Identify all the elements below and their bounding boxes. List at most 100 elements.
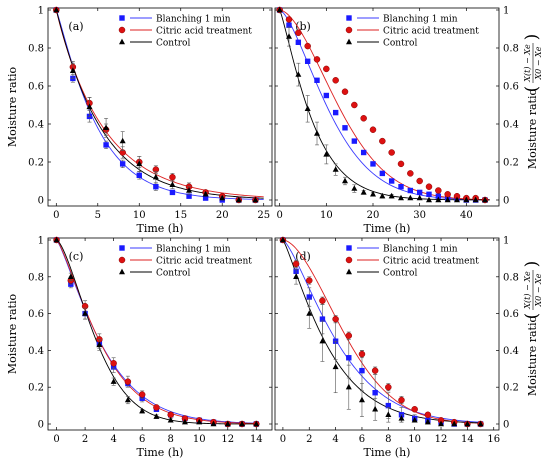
data-point-circle [369, 126, 377, 133]
legend-label: Blanching 1 min [383, 245, 458, 255]
data-point-triangle [360, 189, 367, 195]
data-point-square [398, 184, 404, 190]
legend-marker-circle [345, 26, 353, 34]
y-tick-label: 0.4 [503, 346, 519, 357]
data-point-triangle [235, 196, 242, 203]
data-point-circle [169, 173, 176, 181]
data-point-triangle [385, 411, 392, 417]
data-point-triangle [463, 196, 470, 203]
data-point-triangle [286, 33, 292, 39]
x-tick-label: 0 [280, 434, 286, 445]
data-point-square [306, 294, 312, 300]
data-point-triangle [210, 420, 217, 427]
y-axis-label-formula: Moisture ratio(X(t) − Xe X0 − Xe) [522, 261, 543, 396]
data-point-square [169, 189, 176, 196]
data-point-triangle [323, 151, 330, 157]
data-point-triangle [319, 337, 326, 344]
data-point-square [119, 161, 126, 167]
x-tick-label: 4 [332, 434, 338, 445]
legend-label: Citric acid treatment [383, 27, 479, 37]
data-point-triangle [451, 420, 458, 427]
fraction-denominator: X0 − Xe [534, 46, 543, 80]
data-point-triangle [167, 416, 174, 423]
data-point-triangle [444, 196, 451, 203]
x-tick-label: 14 [461, 434, 474, 445]
data-point-triangle [181, 418, 188, 425]
y-tick-label: 1 [38, 6, 44, 17]
data-point-square [385, 402, 392, 409]
data-point-square [332, 109, 339, 116]
x-tick-label: 8 [168, 434, 174, 445]
x-tick-label: 20 [367, 210, 380, 221]
x-tick-label: 10 [133, 210, 146, 221]
data-point-triangle [295, 71, 302, 77]
y-tick-label: 0.8 [503, 44, 519, 55]
y-tick-label: 0.8 [28, 272, 44, 283]
legend-marker-triangle [346, 38, 352, 45]
data-point-circle [411, 406, 418, 413]
data-point-circle [295, 29, 302, 37]
x-axis-label: Time (h) [364, 222, 411, 235]
y-tick-label: 0.8 [503, 272, 519, 283]
x-tick-label: 20 [216, 210, 229, 221]
data-point-triangle [435, 196, 442, 203]
fit-curve-2 [282, 239, 481, 424]
data-point-triangle [472, 196, 479, 203]
y-tick-label: 0.2 [503, 383, 519, 394]
panel-c: 0 2 4 6 8 10 12 14 0 0.2 0.4 0.6 0.8 1 Time (h) Moistur… [6, 236, 273, 459]
data-point-triangle [53, 236, 60, 243]
data-point-triangle [379, 192, 386, 199]
panel-label: (a) [68, 20, 83, 33]
panel-label: (c) [69, 250, 84, 263]
legend-marker-triangle [119, 38, 125, 45]
y-tick-label: 0.6 [28, 309, 44, 320]
data-point-triangle [358, 396, 365, 403]
paren-left: ( [522, 86, 542, 93]
y-tick-label: 0.4 [28, 346, 44, 357]
y-axis-label-formula: Moisture ratio(X(t) − Xe X0 − Xe) [522, 34, 543, 169]
data-point-circle [385, 383, 392, 391]
data-point-triangle [304, 105, 311, 111]
data-point-circle [332, 77, 339, 84]
x-tick-label: 25 [257, 210, 270, 221]
data-point-circle [319, 297, 326, 304]
legend-marker-triangle [119, 268, 125, 275]
fit-curve-3 [55, 9, 264, 199]
x-tick-label: 14 [250, 434, 263, 445]
data-point-triangle [202, 190, 209, 197]
data-point-circle [153, 404, 160, 411]
data-point-triangle [424, 418, 431, 425]
legend-label: Citric acid treatment [156, 27, 252, 37]
x-tick-label: 12 [221, 434, 234, 445]
x-tick-label: 12 [435, 434, 448, 445]
data-point-square [416, 189, 423, 196]
data-point-triangle [398, 194, 404, 201]
data-point-circle [332, 315, 339, 323]
data-point-triangle [86, 103, 93, 110]
data-point-square [426, 191, 432, 197]
data-point-circle [124, 378, 132, 385]
legend-label: Control [156, 269, 190, 279]
legend: Blanching 1 min Citric acid treatment Cont… [118, 245, 252, 279]
fraction-numerator: X(t) − Xe [523, 271, 532, 310]
data-point-triangle [82, 310, 89, 316]
x-tick-label: 40 [460, 210, 473, 221]
data-point-square [136, 172, 142, 178]
y-tick-label: 0 [38, 420, 44, 431]
x-tick-label: 10 [193, 434, 206, 445]
data-point-square [379, 170, 386, 177]
data-point-square [186, 193, 192, 199]
y-axis-label: Moisture ratio [6, 294, 19, 375]
x-tick-label: 16 [487, 434, 500, 445]
legend-marker-square [346, 15, 352, 21]
data-point-triangle [332, 166, 339, 172]
y-tick-label: 1 [38, 236, 44, 247]
data-point-square [286, 22, 292, 28]
legend-label: Citric acid treatment [156, 257, 252, 267]
plot-frame [274, 7, 500, 207]
data-point-triangle [351, 185, 358, 191]
data-point-circle [323, 65, 330, 73]
x-axis-label: Time (h) [364, 446, 411, 459]
legend-marker-circle [118, 256, 126, 264]
